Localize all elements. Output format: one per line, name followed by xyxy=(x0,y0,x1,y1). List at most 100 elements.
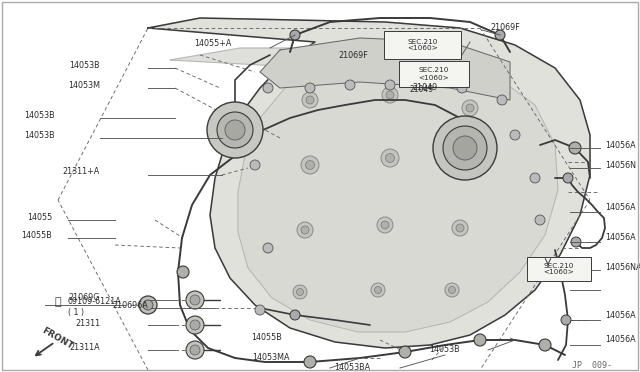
Text: 21311: 21311 xyxy=(75,318,100,327)
Circle shape xyxy=(186,291,204,309)
Text: 14056NA: 14056NA xyxy=(605,263,640,273)
Circle shape xyxy=(186,341,204,359)
Circle shape xyxy=(386,91,394,99)
Circle shape xyxy=(474,334,486,346)
Circle shape xyxy=(449,286,456,294)
Circle shape xyxy=(495,30,505,40)
Circle shape xyxy=(290,310,300,320)
Text: 14055+A: 14055+A xyxy=(195,39,232,48)
Circle shape xyxy=(465,157,474,167)
Text: 21049: 21049 xyxy=(410,86,434,94)
Circle shape xyxy=(297,222,313,238)
Circle shape xyxy=(563,173,573,183)
Circle shape xyxy=(207,102,263,158)
Circle shape xyxy=(225,120,245,140)
Circle shape xyxy=(381,221,389,229)
Text: 210696A: 210696A xyxy=(112,301,148,310)
Circle shape xyxy=(510,130,520,140)
Text: 14055B: 14055B xyxy=(21,231,52,240)
Circle shape xyxy=(377,217,393,233)
Circle shape xyxy=(302,92,318,108)
Text: 14053MA: 14053MA xyxy=(253,353,290,362)
Text: 09109-6121A: 09109-6121A xyxy=(68,298,122,307)
Circle shape xyxy=(385,154,394,163)
Circle shape xyxy=(443,126,487,170)
Circle shape xyxy=(296,289,303,295)
Polygon shape xyxy=(170,48,558,332)
Circle shape xyxy=(293,285,307,299)
Text: SEC.210
<1060>: SEC.210 <1060> xyxy=(419,67,449,80)
Text: 21049: 21049 xyxy=(412,83,437,93)
Circle shape xyxy=(190,295,200,305)
Text: 14055B: 14055B xyxy=(252,334,282,343)
Circle shape xyxy=(461,153,479,171)
Circle shape xyxy=(569,142,581,154)
Text: FRONT: FRONT xyxy=(40,326,74,350)
Polygon shape xyxy=(260,38,510,100)
Circle shape xyxy=(301,156,319,174)
Text: 14056A: 14056A xyxy=(605,311,636,320)
Text: 21311A: 21311A xyxy=(69,343,100,353)
Circle shape xyxy=(306,96,314,104)
Circle shape xyxy=(382,87,398,103)
Circle shape xyxy=(452,220,468,236)
Circle shape xyxy=(433,116,497,180)
Text: 14056A: 14056A xyxy=(605,336,636,344)
Text: 14053B: 14053B xyxy=(69,61,100,70)
Circle shape xyxy=(305,160,314,170)
Text: JP  009-: JP 009- xyxy=(572,360,612,369)
Circle shape xyxy=(399,346,411,358)
Circle shape xyxy=(385,80,395,90)
Circle shape xyxy=(305,83,315,93)
Circle shape xyxy=(445,283,459,297)
Circle shape xyxy=(263,83,273,93)
Polygon shape xyxy=(148,18,590,348)
Circle shape xyxy=(255,305,265,315)
Circle shape xyxy=(345,80,355,90)
Circle shape xyxy=(535,215,545,225)
Circle shape xyxy=(190,345,200,355)
Text: ( 1 ): ( 1 ) xyxy=(68,308,84,317)
Circle shape xyxy=(456,224,464,232)
Text: 14053BA: 14053BA xyxy=(334,363,370,372)
Text: 14053B: 14053B xyxy=(24,131,55,140)
Circle shape xyxy=(571,237,581,247)
Text: 14055: 14055 xyxy=(27,214,52,222)
Text: 21069G: 21069G xyxy=(68,294,100,302)
Circle shape xyxy=(457,83,467,93)
Circle shape xyxy=(381,149,399,167)
FancyBboxPatch shape xyxy=(399,61,469,87)
Circle shape xyxy=(371,283,385,297)
Circle shape xyxy=(555,265,565,275)
Circle shape xyxy=(250,160,260,170)
Circle shape xyxy=(263,243,273,253)
Text: 14056A: 14056A xyxy=(605,141,636,150)
Circle shape xyxy=(561,315,571,325)
FancyBboxPatch shape xyxy=(527,257,591,281)
Text: 14056N: 14056N xyxy=(605,160,636,170)
Text: 14056A: 14056A xyxy=(605,234,636,243)
Circle shape xyxy=(186,316,204,334)
Circle shape xyxy=(177,266,189,278)
Circle shape xyxy=(143,300,153,310)
Text: 14053B: 14053B xyxy=(429,346,460,355)
Circle shape xyxy=(453,136,477,160)
Text: 21311+A: 21311+A xyxy=(63,167,100,176)
Circle shape xyxy=(139,296,157,314)
Text: SEC.210
<1060>: SEC.210 <1060> xyxy=(407,38,438,51)
Text: SEC.210
<1060>: SEC.210 <1060> xyxy=(543,263,574,276)
Circle shape xyxy=(290,30,300,40)
FancyBboxPatch shape xyxy=(384,31,461,59)
Circle shape xyxy=(466,104,474,112)
Text: 14053M: 14053M xyxy=(68,80,100,90)
Text: 14053B: 14053B xyxy=(24,110,55,119)
Circle shape xyxy=(497,95,507,105)
Circle shape xyxy=(304,356,316,368)
Text: 21069F: 21069F xyxy=(338,51,368,60)
Text: Ⓑ: Ⓑ xyxy=(54,297,61,307)
Circle shape xyxy=(190,320,200,330)
Circle shape xyxy=(539,339,551,351)
Circle shape xyxy=(462,100,478,116)
Circle shape xyxy=(374,286,381,294)
Circle shape xyxy=(217,112,253,148)
